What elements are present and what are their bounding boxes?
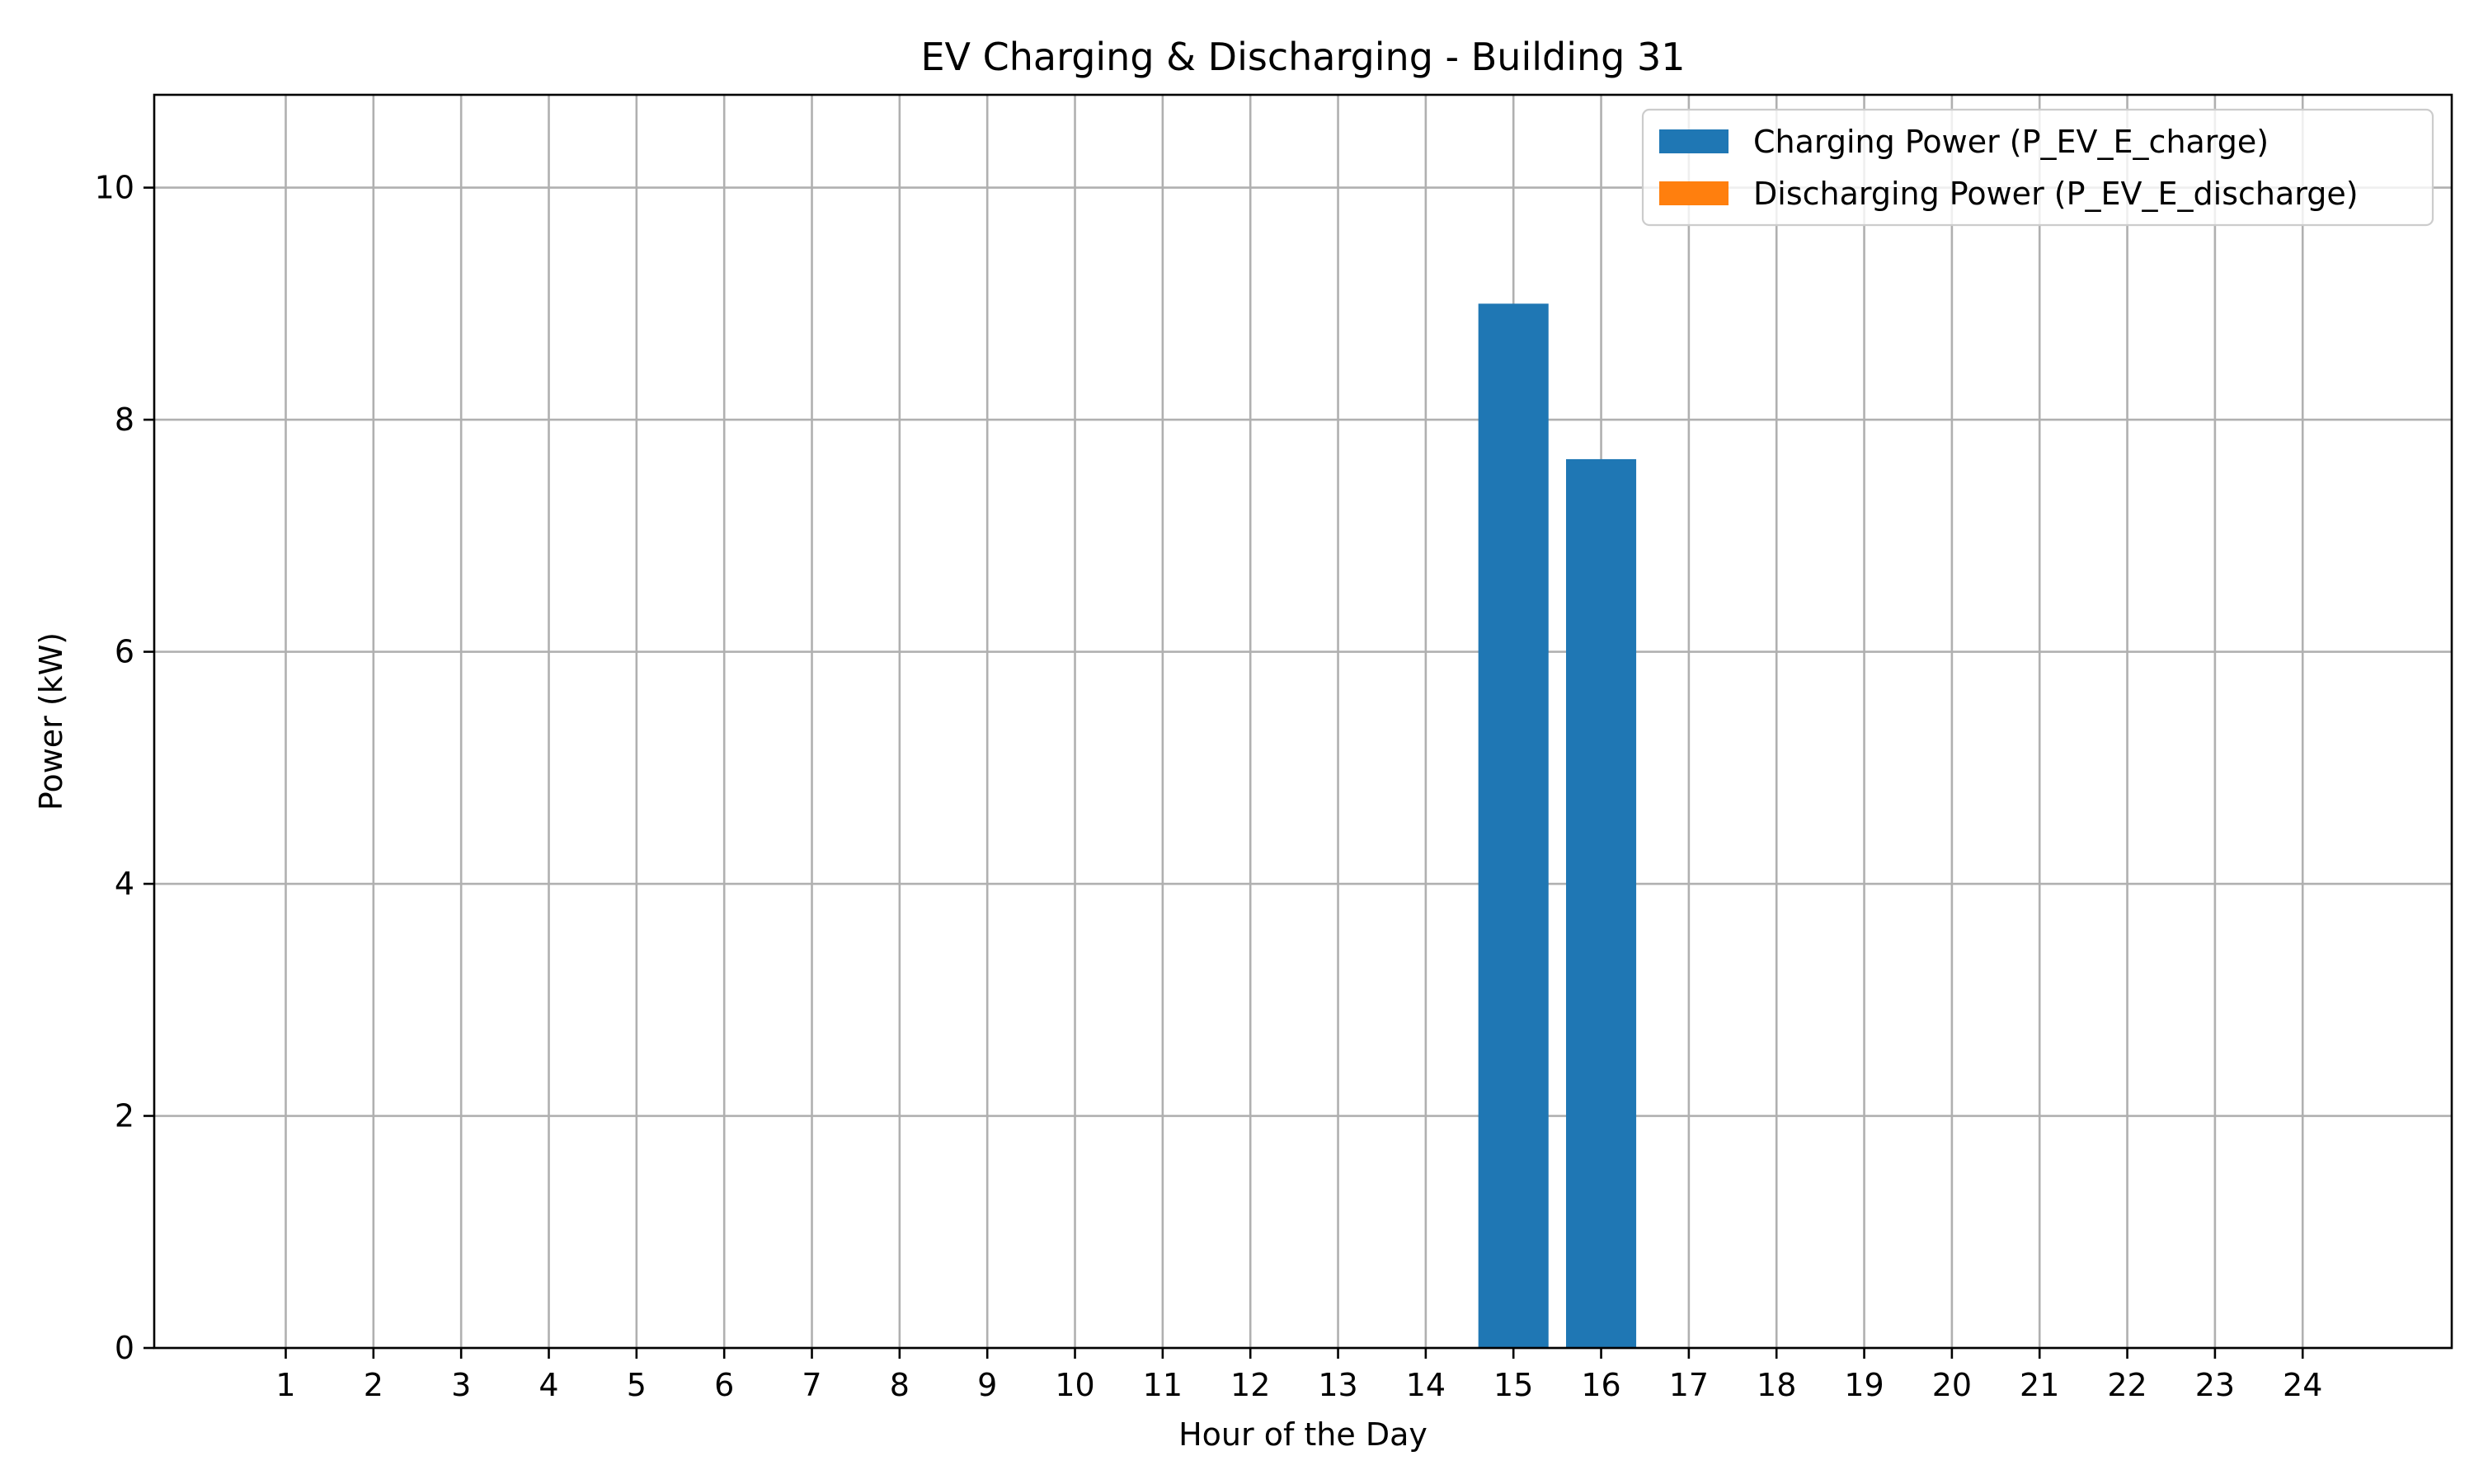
- y-tick-label: 4: [115, 866, 134, 902]
- x-tick-label: 12: [1230, 1367, 1270, 1403]
- x-tick-label: 15: [1493, 1367, 1533, 1403]
- x-tick-label: 17: [1669, 1367, 1709, 1403]
- x-tick-label: 1: [275, 1367, 295, 1403]
- charging-bar: [1566, 458, 1637, 1348]
- y-tick-label: 10: [95, 170, 134, 206]
- x-tick-label: 22: [2107, 1367, 2147, 1403]
- x-tick-label: 20: [1932, 1367, 1972, 1403]
- x-tick-label: 21: [2020, 1367, 2059, 1403]
- legend: Charging Power (P_EV_E_charge) Dischargi…: [1641, 108, 2434, 227]
- legend-swatch-charging: [1659, 129, 1729, 153]
- x-tick-label: 11: [1143, 1367, 1183, 1403]
- x-tick-label: 19: [1844, 1367, 1884, 1403]
- x-tick-label: 8: [890, 1367, 910, 1403]
- x-tick-label: 6: [714, 1367, 734, 1403]
- legend-label-charging: Charging Power (P_EV_E_charge): [1753, 124, 2269, 160]
- bars: [1478, 303, 1637, 1348]
- y-tick-label: 6: [115, 634, 134, 670]
- chart-title: EV Charging & Discharging - Building 31: [920, 35, 1685, 79]
- x-tick-label: 7: [802, 1367, 821, 1403]
- x-tick-label: 18: [1757, 1367, 1796, 1403]
- x-tick-label: 13: [1318, 1367, 1357, 1403]
- grid: [154, 95, 2452, 1350]
- x-axis-label: Hour of the Day: [1178, 1416, 1427, 1453]
- x-tick-label: 3: [451, 1367, 471, 1403]
- x-tick-label: 2: [364, 1367, 383, 1403]
- x-tick-label: 23: [2195, 1367, 2235, 1403]
- x-tick-label: 9: [977, 1367, 997, 1403]
- legend-box: [1641, 108, 2434, 227]
- x-tick-label: 24: [2283, 1367, 2322, 1403]
- plot-frame: [153, 93, 2453, 1350]
- y-tick-label: 2: [115, 1098, 134, 1134]
- legend-swatch-discharging: [1659, 181, 1729, 205]
- legend-label-discharging: Discharging Power (P_EV_E_discharge): [1753, 176, 2359, 212]
- charging-bar: [1478, 303, 1549, 1348]
- y-tick-label: 0: [115, 1330, 134, 1366]
- y-axis-label: Power (kW): [33, 632, 69, 810]
- x-axis: 1 2 3 4 5 6 7 8 9 10 11 12 13 14 15 16 17 18 19 20 21 22 23 24: [275, 1348, 2322, 1403]
- x-tick-label: 14: [1406, 1367, 1446, 1403]
- x-tick-label: 16: [1581, 1367, 1620, 1403]
- x-tick-label: 4: [539, 1367, 558, 1403]
- x-tick-label: 10: [1055, 1367, 1094, 1403]
- y-tick-label: 8: [115, 402, 134, 438]
- y-axis: 0 2 4 6 8 10: [95, 170, 154, 1366]
- x-tick-label: 5: [627, 1367, 647, 1403]
